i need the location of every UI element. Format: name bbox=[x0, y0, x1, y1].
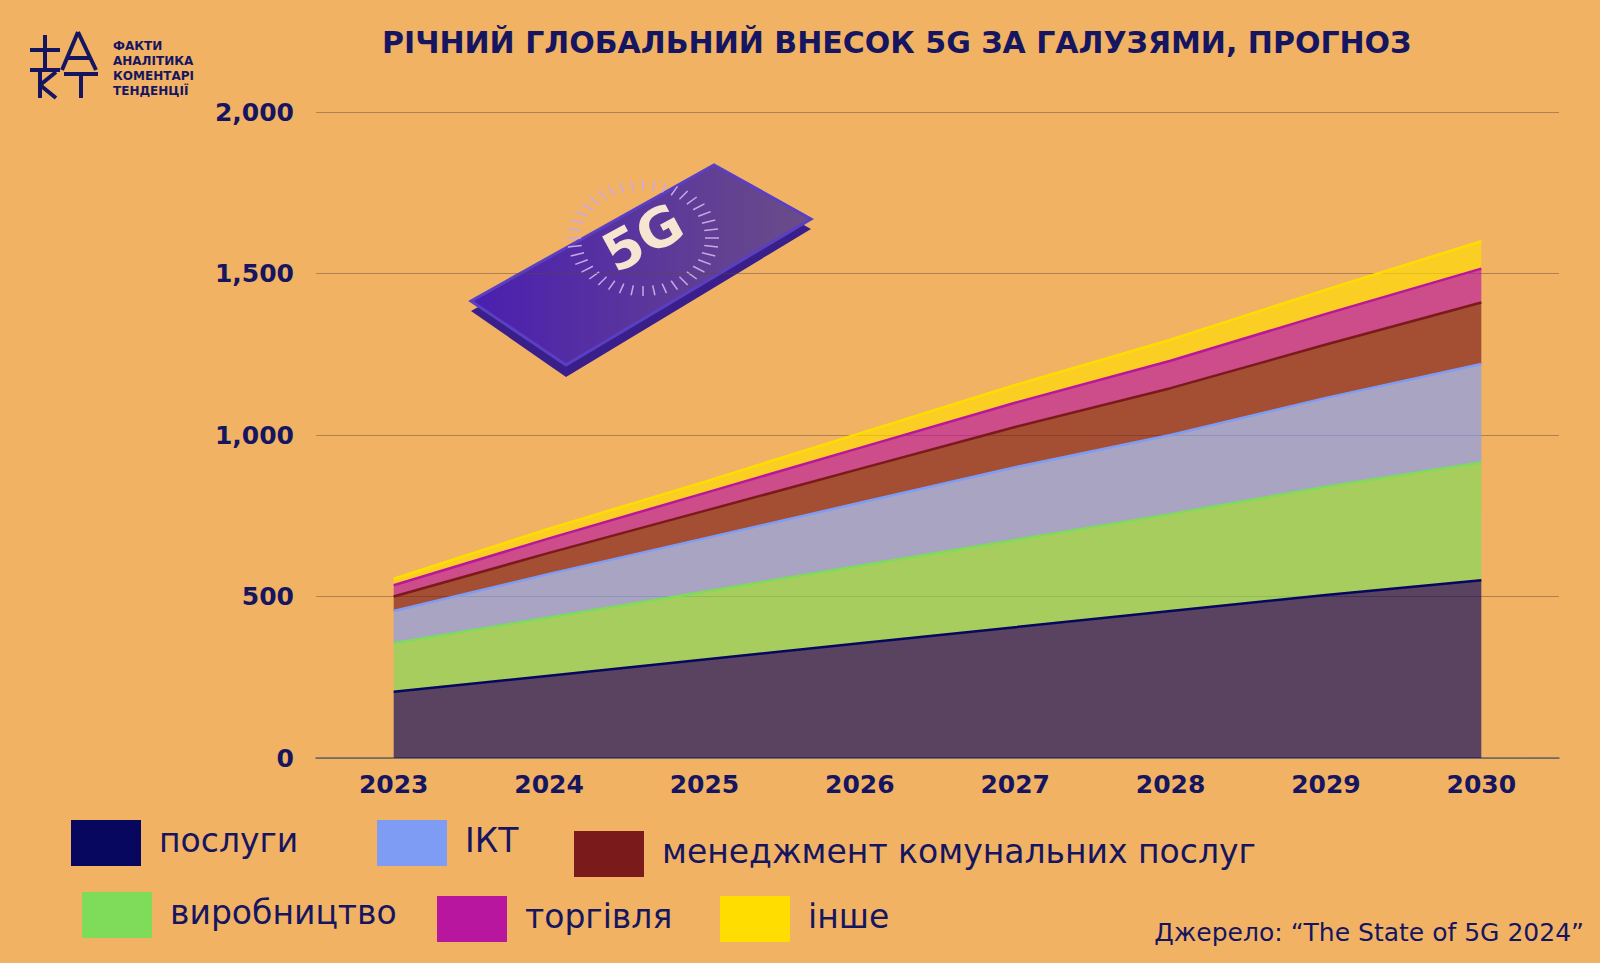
svg-text:ФАКТИ: ФАКТИ bbox=[113, 39, 162, 53]
svg-text:інше: інше bbox=[808, 897, 889, 936]
svg-text:2024: 2024 bbox=[514, 770, 584, 799]
svg-text:АНАЛІТИКА: АНАЛІТИКА bbox=[113, 54, 194, 68]
svg-text:2026: 2026 bbox=[825, 770, 895, 799]
svg-text:0: 0 bbox=[277, 744, 294, 773]
svg-text:2025: 2025 bbox=[670, 770, 740, 799]
svg-text:виробництво: виробництво bbox=[170, 893, 397, 932]
svg-text:ІКТ: ІКТ bbox=[465, 821, 519, 860]
svg-text:послуги: послуги bbox=[159, 821, 298, 860]
svg-text:2,000: 2,000 bbox=[215, 98, 294, 127]
svg-text:2030: 2030 bbox=[1447, 770, 1517, 799]
svg-text:2023: 2023 bbox=[359, 770, 429, 799]
svg-text:2029: 2029 bbox=[1291, 770, 1361, 799]
svg-text:Джерело: “The State of 5G 2024: Джерело: “The State of 5G 2024” bbox=[1154, 918, 1584, 947]
svg-text:КОМЕНТАРІ: КОМЕНТАРІ bbox=[113, 69, 194, 83]
svg-text:РІЧНИЙ ГЛОБАЛЬНИЙ ВНЕСОК 5G ЗА: РІЧНИЙ ГЛОБАЛЬНИЙ ВНЕСОК 5G ЗА ГАЛУЗЯМИ,… bbox=[382, 25, 1411, 60]
svg-text:менеджмент комунальних послуг: менеджмент комунальних послуг bbox=[662, 832, 1256, 871]
svg-text:5G: 5G bbox=[592, 191, 694, 286]
svg-text:2028: 2028 bbox=[1136, 770, 1206, 799]
svg-text:торгівля: торгівля bbox=[525, 897, 672, 936]
svg-text:1,000: 1,000 bbox=[215, 421, 294, 450]
svg-text:1,500: 1,500 bbox=[215, 259, 294, 288]
svg-text:2027: 2027 bbox=[980, 770, 1050, 799]
svg-text:500: 500 bbox=[242, 582, 294, 611]
svg-text:ТЕНДЕНЦІЇ: ТЕНДЕНЦІЇ bbox=[113, 83, 189, 98]
